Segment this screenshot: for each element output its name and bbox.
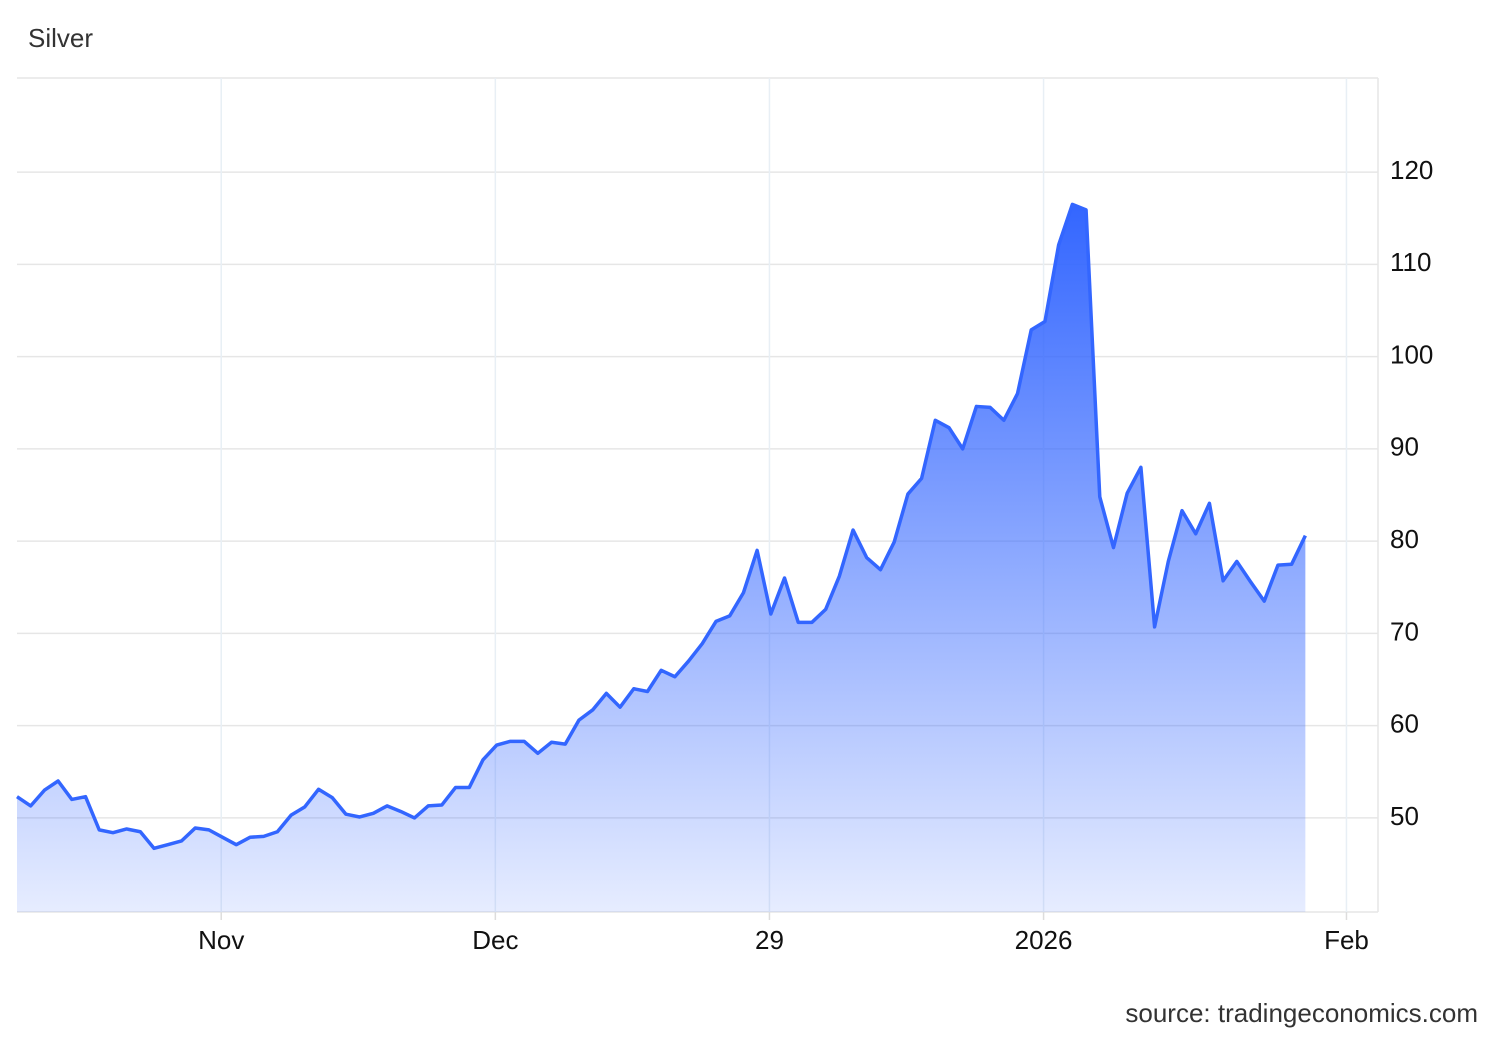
source-note: source: tradingeconomics.com	[1125, 998, 1478, 1028]
x-tick-label: 2026	[1015, 925, 1073, 955]
x-tick-label: Dec	[472, 925, 518, 955]
price-line	[16, 202, 1307, 851]
y-tick-label: 120	[1390, 155, 1433, 185]
y-tick-label: 90	[1390, 432, 1419, 462]
y-tick-label: 50	[1390, 801, 1419, 831]
y-tick-label: 60	[1390, 709, 1419, 739]
y-tick-label: 70	[1390, 616, 1419, 646]
y-tick-label: 110	[1390, 247, 1431, 277]
y-tick-label: 100	[1390, 339, 1433, 369]
x-tick-label: Nov	[198, 925, 244, 955]
x-tick-label: 29	[755, 925, 784, 955]
x-tick-label: Feb	[1324, 925, 1369, 955]
chart-title: Silver	[28, 23, 93, 53]
y-tick-label: 80	[1390, 524, 1419, 554]
area-fill	[17, 204, 1306, 912]
